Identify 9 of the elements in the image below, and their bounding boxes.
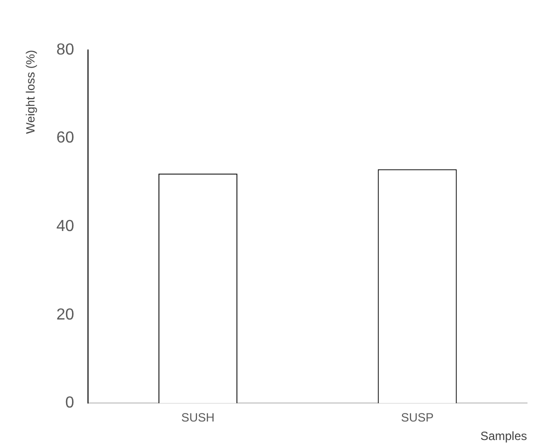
y-tick-label: 40: [56, 218, 74, 236]
y-axis-title: Weight loss (%): [24, 50, 38, 134]
y-tick-label: 20: [56, 306, 74, 324]
x-tick-label: SUSH: [181, 410, 215, 425]
y-tick-label: 80: [56, 41, 74, 58]
y-tick-label: 60: [56, 130, 74, 147]
x-tick-label: SUSP: [400, 410, 434, 425]
x-axis-title: Samples: [480, 429, 527, 444]
y-tick-label: 0: [65, 394, 74, 412]
